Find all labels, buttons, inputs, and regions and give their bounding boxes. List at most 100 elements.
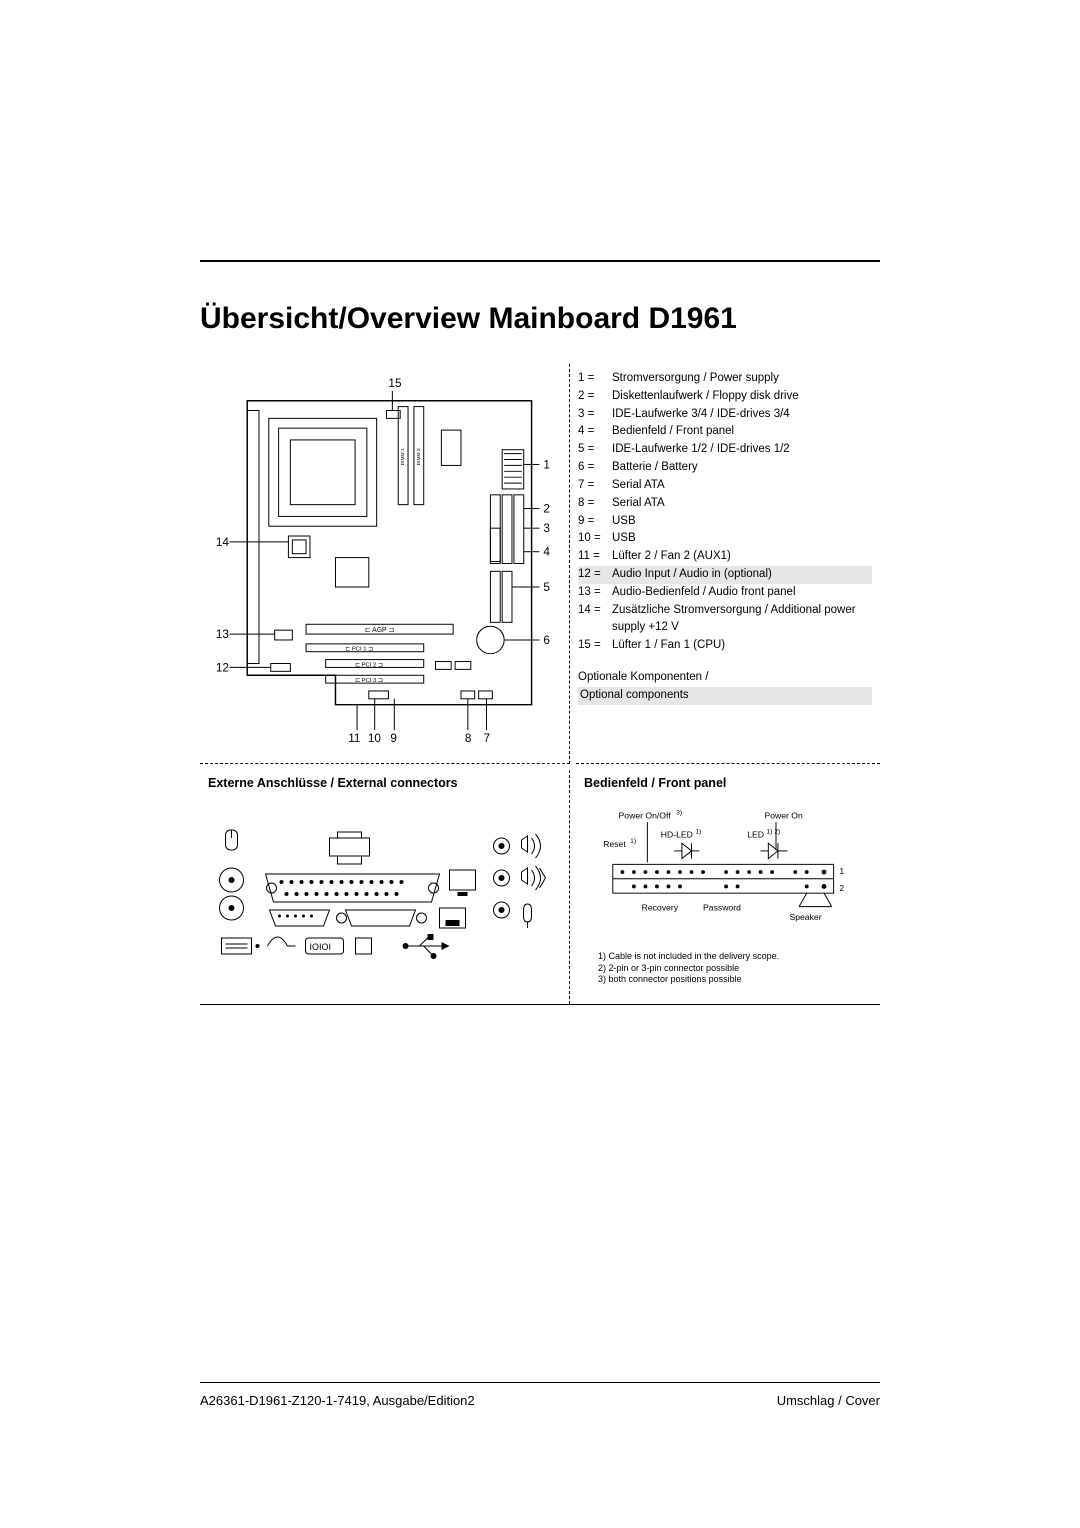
svg-text:2: 2	[839, 883, 844, 893]
optional-line2: Optional components	[578, 687, 872, 705]
legend-row: 10 =USB	[578, 530, 872, 548]
svg-text:HD-LED: HD-LED	[661, 829, 693, 839]
frontpanel-head: Bedienfeld / Front panel	[584, 776, 872, 790]
front-panel-panel: Bedienfeld / Front panel Power On/Off 3) …	[576, 770, 880, 1004]
legend-num: 4 =	[578, 423, 612, 441]
legend-num: 15 =	[578, 637, 612, 655]
legend-num: 2 =	[578, 388, 612, 406]
optional-line1: Optionale Komponenten /	[578, 671, 708, 683]
legend-num: 10 =	[578, 530, 612, 548]
legend-num: 11 =	[578, 548, 612, 566]
svg-text:1): 1)	[630, 838, 636, 845]
svg-text:5: 5	[543, 581, 550, 594]
legend-text: Zusätzliche Stromversorgung / Additional…	[612, 602, 872, 638]
front-panel-notes: 1) Cable is not included in the delivery…	[584, 951, 872, 986]
legend-text: Lüfter 2 / Fan 2 (AUX1)	[612, 548, 872, 566]
legend-num: 8 =	[578, 495, 612, 513]
agp-label: ⊏ AGP ⊐	[365, 627, 395, 634]
schematic-panel: DIMM 1 DIMM 2	[200, 364, 570, 764]
pci3-label: ⊏ PCI 3 ⊐	[355, 678, 383, 684]
note-2: 2) 2-pin or 3-pin connector possible	[598, 963, 872, 975]
legend-row: 2 =Diskettenlaufwerk / Floppy disk drive	[578, 388, 872, 406]
legend-row: 7 =Serial ATA	[578, 477, 872, 495]
footer-right: Umschlag / Cover	[777, 1393, 880, 1408]
legend-row: 8 =Serial ATA	[578, 495, 872, 513]
legend-row: 13 =Audio-Bedienfeld / Audio front panel	[578, 584, 872, 602]
legend-text: IDE-Laufwerke 3/4 / IDE-drives 3/4	[612, 406, 872, 424]
mainboard-schematic: DIMM 1 DIMM 2	[208, 370, 561, 755]
svg-text:1) 2): 1) 2)	[766, 829, 780, 836]
optional-components-block: Optionale Komponenten / Optional compone…	[578, 669, 872, 705]
header-rule	[200, 260, 880, 262]
svg-text:14: 14	[216, 536, 230, 549]
legend-row: 5 =IDE-Laufwerke 1/2 / IDE-drives 1/2	[578, 441, 872, 459]
rear-io-diagram: IOIOI	[208, 798, 561, 968]
legend-text: Serial ATA	[612, 495, 872, 513]
svg-text:1: 1	[543, 458, 550, 471]
legend-num: 14 =	[578, 602, 612, 638]
overview-grid: DIMM 1 DIMM 2	[200, 364, 880, 1005]
svg-text:LED: LED	[747, 829, 764, 839]
legend-text: Audio-Bedienfeld / Audio front panel	[612, 584, 872, 602]
footer-left: A26361-D1961-Z120-1-7419, Ausgabe/Editio…	[200, 1393, 475, 1408]
svg-text:11: 11	[348, 732, 360, 745]
svg-text:Power On: Power On	[764, 810, 803, 820]
legend-row: 14 =Zusätzliche Stromversorgung / Additi…	[578, 602, 872, 638]
legend-text: Bedienfeld / Front panel	[612, 423, 872, 441]
legend-text: USB	[612, 530, 872, 548]
legend-text: IDE-Laufwerke 1/2 / IDE-drives 1/2	[612, 441, 872, 459]
svg-text:9: 9	[390, 732, 397, 745]
legend-num: 12 =	[578, 566, 612, 584]
legend-num: 6 =	[578, 459, 612, 477]
svg-text:4: 4	[543, 546, 550, 559]
dimm2-label: DIMM 2	[416, 448, 422, 465]
legend-row: 9 =USB	[578, 513, 872, 531]
legend-row: 1 =Stromversorgung / Power supply	[578, 370, 872, 388]
svg-text:7: 7	[484, 732, 491, 745]
legend-row: 11 =Lüfter 2 / Fan 2 (AUX1)	[578, 548, 872, 566]
svg-text:13: 13	[216, 628, 230, 641]
legend-text: Audio Input / Audio in (optional)	[612, 566, 872, 584]
svg-text:12: 12	[216, 661, 229, 674]
note-1: 1) Cable is not included in the delivery…	[598, 951, 872, 963]
legend-row: 4 =Bedienfeld / Front panel	[578, 423, 872, 441]
svg-text:8: 8	[465, 732, 472, 745]
legend-text: USB	[612, 513, 872, 531]
pci2-label: ⊏ PCI 2 ⊐	[355, 662, 383, 668]
external-head: Externe Anschlüsse / External connectors	[208, 776, 561, 790]
svg-text:1): 1)	[695, 829, 701, 836]
svg-text:2: 2	[543, 502, 550, 515]
svg-text:6: 6	[543, 634, 550, 647]
svg-text:Password: Password	[703, 902, 741, 912]
legend-text: Diskettenlaufwerk / Floppy disk drive	[612, 388, 872, 406]
legend-num: 1 =	[578, 370, 612, 388]
legend-num: 13 =	[578, 584, 612, 602]
legend-num: 5 =	[578, 441, 612, 459]
svg-text:3): 3)	[676, 809, 682, 816]
external-connectors-panel: Externe Anschlüsse / External connectors	[200, 770, 570, 1004]
legend-row: 15 =Lüfter 1 / Fan 1 (CPU)	[578, 637, 872, 655]
svg-text:Recovery: Recovery	[642, 902, 679, 912]
pci1-label: ⊏ PCI 1 ⊐	[345, 647, 373, 653]
legend-num: 3 =	[578, 406, 612, 424]
legend-row: 12 =Audio Input / Audio in (optional)	[578, 566, 872, 584]
note-3: 3) both connector positions possible	[598, 974, 872, 986]
svg-text:3: 3	[543, 522, 550, 535]
legend-row: 3 =IDE-Laufwerke 3/4 / IDE-drives 3/4	[578, 406, 872, 424]
legend-row: 6 =Batterie / Battery	[578, 459, 872, 477]
svg-text:Power On/Off: Power On/Off	[619, 810, 672, 820]
svg-text:Reset: Reset	[603, 839, 626, 849]
legend-text: Batterie / Battery	[612, 459, 872, 477]
svg-text:IOIOI: IOIOI	[310, 942, 332, 952]
svg-text:10: 10	[368, 732, 382, 745]
page-title: Übersicht/Overview Mainboard D1961	[200, 302, 880, 336]
legend-text: Stromversorgung / Power supply	[612, 370, 872, 388]
dimm1-label: DIMM 1	[400, 448, 406, 465]
svg-text:Speaker: Speaker	[789, 912, 821, 922]
legend-num: 7 =	[578, 477, 612, 495]
legend-panel: 1 =Stromversorgung / Power supply2 =Disk…	[576, 364, 880, 764]
svg-text:1: 1	[839, 866, 844, 876]
svg-text:15: 15	[388, 377, 402, 390]
legend-text: Lüfter 1 / Fan 1 (CPU)	[612, 637, 872, 655]
page-footer: A26361-D1961-Z120-1-7419, Ausgabe/Editio…	[200, 1382, 880, 1408]
